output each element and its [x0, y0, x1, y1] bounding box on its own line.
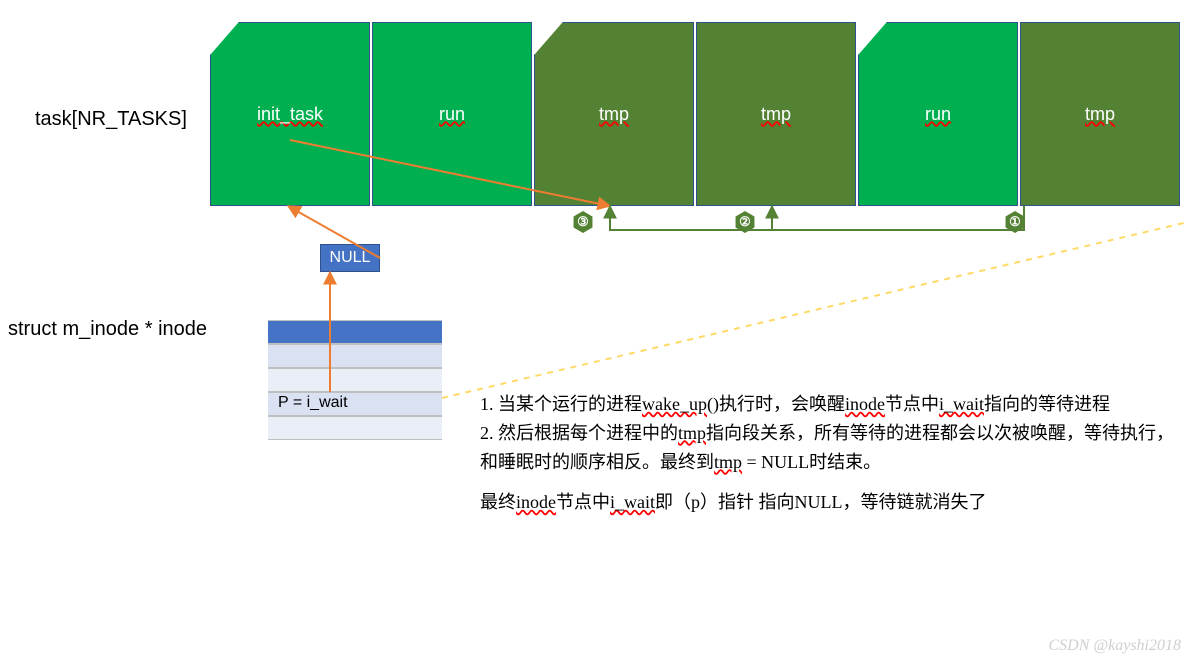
task-array-label: task[NR_TASKS]	[35, 108, 187, 131]
t: tmp	[678, 423, 706, 443]
task-box-label: tmp	[599, 104, 629, 125]
struct-row-r2	[268, 368, 442, 392]
task-box-label: tmp	[761, 104, 791, 125]
marker-2: ②	[734, 211, 756, 233]
task-box-label: run	[439, 104, 465, 125]
struct-row-r1	[268, 344, 442, 368]
t: i_wait	[939, 394, 984, 414]
t: ()执行时，会唤醒	[707, 394, 845, 414]
task-box-5: tmp	[1020, 22, 1180, 206]
task-box-4: run	[858, 22, 1018, 206]
marker-3: ①	[1004, 211, 1026, 233]
inode-struct-label: struct m_inode * inode	[8, 318, 207, 341]
t: inode	[845, 394, 885, 414]
t: = NULL时结束。	[742, 452, 881, 472]
task-box-3: tmp	[696, 22, 856, 206]
null-box: NULL	[320, 244, 380, 272]
t: 指向的等待进程	[984, 394, 1110, 414]
t: 节点中	[556, 492, 610, 512]
task-box-1: run	[372, 22, 532, 206]
task-box-2: tmp	[534, 22, 694, 206]
t: 即（p）指针 指向NULL，等待链就消失了	[655, 492, 987, 512]
struct-row-r4	[268, 416, 442, 440]
t: tmp	[714, 452, 742, 472]
t: 2. 然后根据每个进程中的	[480, 423, 678, 443]
task-box-0: init_task	[210, 22, 370, 206]
t: 最终	[480, 492, 516, 512]
task-box-label: tmp	[1085, 104, 1115, 125]
t: 节点中	[885, 394, 939, 414]
task-box-label: init_task	[257, 104, 323, 125]
t: 1. 当某个运行的进程	[480, 394, 642, 414]
struct-row-header	[268, 320, 442, 344]
watermark: CSDN @kayshi2018	[1049, 637, 1182, 655]
explanation-text: 1. 当某个运行的进程wake_up()执行时，会唤醒inode节点中i_wai…	[480, 390, 1180, 517]
t: inode	[516, 492, 556, 512]
p-iwait-label: P = i_wait	[278, 394, 438, 412]
t: wake_up	[642, 394, 707, 414]
t: i_wait	[610, 492, 655, 512]
task-box-label: run	[925, 104, 951, 125]
marker-1: ③	[572, 211, 594, 233]
